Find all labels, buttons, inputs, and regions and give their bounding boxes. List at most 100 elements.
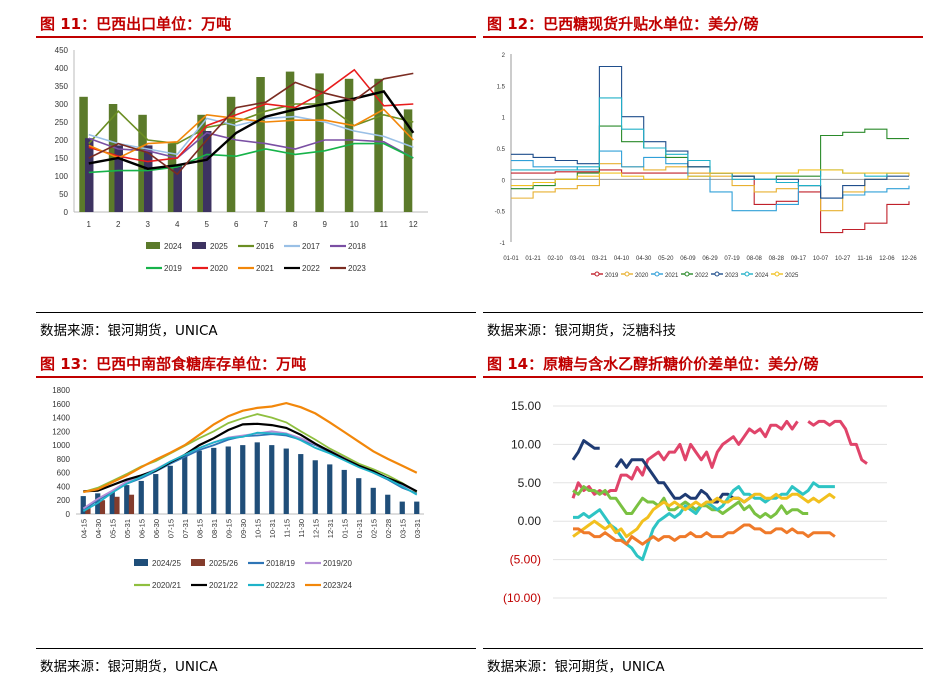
y-tick-label: 0 [64,208,69,217]
x-tick-label: 10-07 [813,256,829,262]
x-tick-label: 08-08 [747,256,763,262]
legend-marker [714,271,720,277]
x-tick-label: 08-31 [210,519,219,538]
source-note: 数据来源：银河期货，UNICA [483,648,923,677]
bar-2025 [173,165,182,212]
bar-2024/25 [138,480,144,514]
x-tick-label: 07-31 [181,519,190,538]
bar-2024/25 [182,455,188,514]
y-tick-label: 1600 [52,400,70,409]
legend-label: 2022 [695,273,709,279]
x-tick-label: 05-31 [123,519,132,538]
x-tick-label: 04-30 [94,519,103,538]
series-line-2022/23 [82,431,418,512]
x-tick-label: 10-31 [268,519,277,538]
series-line-2019 [88,142,414,174]
y-tick-label: 5.00 [518,476,542,490]
bar-2025 [84,138,94,212]
x-tick-label: 11 [380,220,389,229]
panel-title-bar: 图 13：巴西中南部食糖库存单位：万吨 [36,348,476,378]
legend-label: 2024/25 [152,559,181,568]
legend-label: 2020 [635,273,649,279]
legend-label: 2022 [302,264,320,273]
y-tick-label: 250 [55,118,69,127]
legend-marker [624,271,630,277]
chart-inventory: 0 200 400 600 800 1000 1200 1400 1600 1800 04-15 04… [52,386,424,590]
legend-label: 2019 [164,264,182,273]
bar-2024/25 [370,487,376,514]
bar-2024/25 [211,447,217,514]
y-tick-label: 1200 [52,427,70,436]
y-tick-label: 15.00 [511,399,541,413]
bar-2025/26 [85,505,91,514]
bar-2024/25 [399,501,405,514]
legend-marker [774,271,780,277]
legend-label: 2023 [348,264,366,273]
panel-spot-premium: 图 12：巴西糖现货升贴水单位：美分/磅 -1 -0.5 0 0.5 1 1.5 2 01-0… [483,8,923,341]
y-tick-label: 0 [502,178,506,184]
bar-2024/25 [385,494,391,514]
legend-label: 2020 [210,264,228,273]
legend-label: 2025 [210,242,228,251]
y-tick-label: 10.00 [511,437,541,451]
x-tick-label: 06-29 [702,256,718,262]
y-tick-label: 0 [66,510,71,519]
x-tick-label: 09-15 [224,519,233,538]
y-tick-label: 300 [55,100,69,109]
series-line-5 [573,523,836,546]
x-tick-label: 12 [409,220,418,229]
panel-title: 图 14：原糖与含水乙醇折糖价价差单位：美分/磅 [487,355,819,373]
y-tick-label: 100 [55,172,69,181]
legend-label: 2023 [725,273,739,279]
source-text: 数据来源：银河期货，UNICA [487,659,665,675]
legend-label: 2023/24 [323,581,352,590]
bar-2024 [315,73,324,213]
x-tick-label: 08-28 [769,256,785,262]
legend-label: 2024 [164,242,182,251]
y-tick-label: 2 [502,53,506,59]
x-tick-label: 2 [116,220,121,229]
y-tick-label: 200 [55,136,69,145]
y-tick-label: 200 [57,496,71,505]
bar-2024 [285,71,295,212]
bar-2024/25 [124,485,130,514]
bar-2024/25 [153,474,159,514]
bar-2024/25 [356,478,362,514]
bar-2024 [197,114,206,212]
bar-2024 [403,109,413,212]
panel-title-bar: 图 12：巴西糖现货升贴水单位：美分/磅 [483,8,923,38]
x-tick-label: 03-01 [570,256,586,262]
series-line-2025 [511,169,909,187]
x-tick-label: 1 [87,220,92,229]
y-tick-label: 1 [502,116,506,122]
panel-brazil-export: 图 11：巴西出口单位：万吨 0 50 100 150 200 250 300 350 400 4… [36,8,476,341]
y-tick-label: 1.5 [497,84,506,90]
bar-2024 [138,114,147,212]
x-tick-label: 01-21 [525,256,541,262]
legend-label: 2018 [348,242,366,251]
x-tick-label: 12-31 [326,519,335,538]
legend-marker [594,271,600,277]
x-tick-label: 6 [234,220,239,229]
legend-label: 2025/26 [209,559,238,568]
source-note: 数据来源：银河期货，UNICA [36,312,476,341]
source-note: 数据来源：银河期货，泛糖科技 [483,312,923,341]
legend-label: 2025 [785,273,799,279]
bar-2024/25 [167,465,173,514]
legend-label: 2020/21 [152,581,181,590]
bar-2025/26 [114,496,120,514]
legend-swatch [192,242,206,249]
legend-label: 2024 [755,273,769,279]
y-tick-label: 600 [57,469,71,478]
y-tick-label: 450 [55,46,69,55]
y-tick-label: 350 [55,82,69,91]
panel-title-bar: 图 11：巴西出口单位：万吨 [36,8,476,38]
bar-2024/25 [254,442,260,514]
y-tick-label: 1400 [52,414,70,423]
x-tick-label: 03-21 [592,256,608,262]
x-tick-label: 09-17 [791,256,807,262]
bar-2024/25 [80,496,86,514]
x-tick-label: 11-16 [857,256,873,262]
bar-2024/25 [312,460,318,514]
y-tick-label: 1000 [52,441,70,450]
